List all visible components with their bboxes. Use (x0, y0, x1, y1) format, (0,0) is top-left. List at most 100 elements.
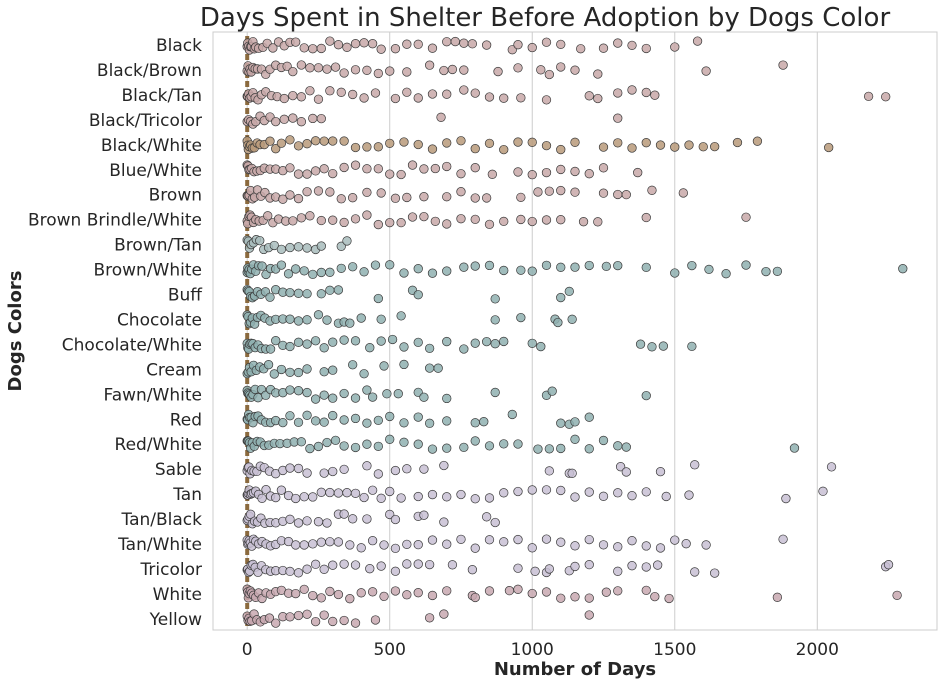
data-point (499, 439, 509, 449)
category-label: Black/Brown (97, 61, 202, 81)
data-point (293, 518, 304, 528)
x-tick-label-2000: 2000 (796, 640, 839, 660)
data-point (541, 95, 552, 105)
data-point (484, 535, 495, 545)
data-point (288, 90, 298, 101)
data-point (584, 487, 594, 497)
data-point (413, 39, 423, 49)
data-point (264, 613, 275, 623)
series-black-tricolor (242, 111, 623, 129)
data-point (302, 410, 312, 420)
data-point (359, 267, 369, 277)
data-point (499, 216, 509, 227)
data-point (325, 267, 335, 277)
data-point (325, 36, 335, 46)
category-label: Sable (155, 460, 202, 480)
data-point (342, 236, 352, 246)
data-point (362, 142, 372, 152)
data-point (613, 566, 623, 576)
data-point (627, 536, 637, 546)
data-point (359, 369, 369, 379)
data-point (427, 489, 438, 500)
data-point (322, 315, 332, 325)
data-point (541, 140, 552, 151)
data-point (293, 568, 304, 578)
data-point (356, 313, 366, 323)
data-point (413, 559, 423, 569)
data-point (390, 543, 401, 554)
data-point (824, 142, 834, 153)
data-point (772, 266, 783, 276)
data-point (541, 215, 552, 225)
data-point (402, 590, 412, 600)
data-point (584, 534, 594, 545)
data-point (818, 486, 828, 496)
data-point (367, 536, 378, 546)
data-point (305, 63, 315, 73)
data-point (687, 260, 697, 271)
data-point (490, 387, 500, 398)
data-point (285, 190, 295, 200)
data-point (276, 244, 287, 255)
data-point (373, 142, 383, 152)
data-point (564, 286, 574, 297)
data-point (253, 393, 263, 403)
data-point (439, 460, 449, 471)
data-point (313, 310, 324, 320)
data-point (710, 568, 720, 578)
data-point (439, 65, 449, 76)
data-point (424, 60, 435, 70)
data-point (598, 540, 609, 550)
data-point (576, 44, 586, 54)
data-point (442, 161, 452, 172)
data-point (313, 441, 324, 452)
data-point (359, 38, 369, 48)
data-point (499, 336, 509, 347)
data-point (325, 86, 335, 96)
data-point (296, 213, 307, 223)
data-point (698, 142, 708, 152)
data-point (257, 261, 267, 271)
data-point (328, 136, 338, 146)
series-tan-white (242, 534, 788, 554)
data-point (419, 164, 429, 174)
data-point (288, 113, 298, 123)
data-point (302, 468, 312, 478)
data-point (285, 163, 295, 173)
data-point (293, 169, 304, 179)
data-point (627, 85, 637, 95)
data-point (527, 137, 537, 147)
data-point (892, 590, 902, 600)
data-point (570, 592, 580, 602)
data-point (396, 169, 406, 180)
data-point (362, 164, 372, 174)
data-point (536, 65, 546, 75)
plot-frame (212, 31, 938, 631)
data-point (442, 89, 452, 99)
data-point (556, 292, 566, 303)
data-point (348, 514, 358, 524)
data-point (265, 136, 275, 146)
data-point (427, 144, 438, 154)
data-point (402, 539, 412, 550)
data-point (319, 343, 329, 353)
data-point (570, 137, 580, 147)
data-point (570, 417, 580, 427)
data-point (285, 411, 295, 421)
data-point (541, 260, 552, 270)
data-point (655, 140, 666, 150)
data-point (299, 43, 309, 53)
data-point (402, 464, 412, 474)
data-point (439, 517, 449, 527)
data-point (470, 592, 480, 603)
category-label: Blue/White (109, 161, 202, 181)
data-point (302, 564, 312, 574)
data-point (670, 142, 680, 152)
data-point (339, 335, 349, 345)
data-point (442, 393, 452, 404)
x-tick-label-500: 500 (373, 640, 405, 660)
data-point (653, 560, 663, 570)
data-point (456, 169, 466, 179)
data-point (527, 338, 537, 348)
